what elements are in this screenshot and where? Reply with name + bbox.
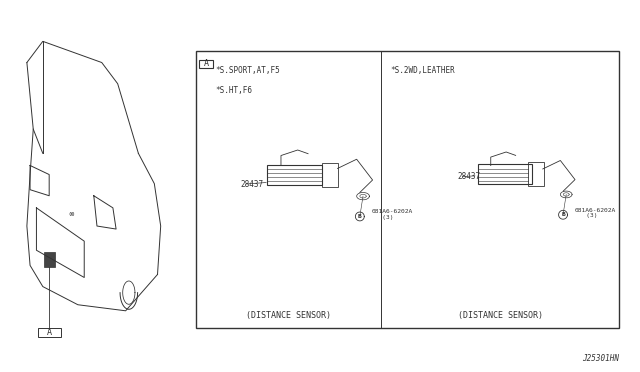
Text: B: B [561, 212, 565, 217]
Text: J25301HN: J25301HN [582, 354, 620, 363]
Bar [44, 252, 55, 267]
Bar [196, 51, 620, 328]
Text: ∞: ∞ [68, 211, 74, 217]
Text: B: B [358, 214, 362, 219]
Bar [528, 162, 544, 186]
Text: *S.SPORT,AT,F5: *S.SPORT,AT,F5 [215, 66, 280, 75]
Text: (DISTANCE SENSOR): (DISTANCE SENSOR) [246, 311, 331, 320]
Bar [268, 165, 321, 185]
Bar [321, 163, 337, 187]
Text: 081A6-6202A
   (3): 081A6-6202A (3) [575, 208, 616, 218]
Text: 28437: 28437 [458, 172, 481, 181]
Text: *S.2WD,LEATHER: *S.2WD,LEATHER [390, 66, 455, 75]
Text: A: A [47, 328, 52, 337]
Text: (DISTANCE SENSOR): (DISTANCE SENSOR) [458, 311, 543, 320]
Text: *S.HT,F6: *S.HT,F6 [215, 86, 252, 95]
Bar [478, 164, 532, 184]
Bar [199, 60, 213, 68]
Bar [38, 328, 61, 337]
Text: 28437: 28437 [241, 180, 264, 189]
Text: 081A6-6202A
   (3): 081A6-6202A (3) [371, 209, 413, 220]
Text: A: A [204, 59, 209, 68]
